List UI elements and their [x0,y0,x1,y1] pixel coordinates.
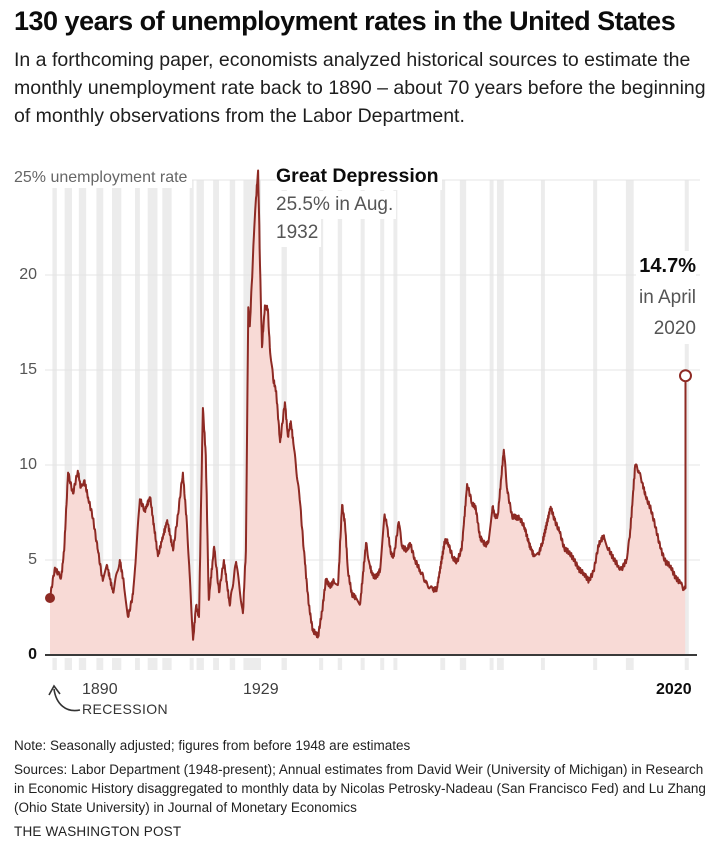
footer-credit: THE WASHINGTON POST [14,824,182,839]
recession-band-tick [52,658,57,670]
recession-band-tick [625,658,634,670]
annotation-great-depression: Great Depression 25.5% in Aug. 1932 [276,162,496,247]
recession-band-tick [78,658,87,670]
recession-band [496,180,504,655]
april-2020-value: 14.7% [636,251,696,282]
page-title: 130 years of unemployment rates in the U… [14,6,676,36]
recession-band-tick [319,658,324,670]
page-subtitle: In a forthcoming paper, economists analy… [14,49,706,127]
recession-band-tick [489,658,494,670]
footer-note: Note: Seasonally adjusted; figures from … [14,738,411,753]
recession-band [684,180,689,655]
recession-band [196,180,204,655]
chart-footer: Note: Seasonally adjusted; figures from … [14,736,712,841]
april-2020-marker [678,369,692,383]
unemployment-chart [45,169,700,712]
recession-band [393,180,398,655]
unemployment-line [49,169,687,641]
recession-band-tick [440,658,446,670]
recession-band [337,180,343,655]
recession-arrow-head [48,684,61,696]
great-depression-year: 1932 [276,219,322,247]
recession-band-tick [393,658,398,670]
recession-arrow [53,688,81,712]
recession-band [189,180,194,655]
recession-band-tick [112,658,122,670]
recession-band [78,180,87,655]
recession-label: RECESSION [82,701,169,717]
recession-band-tick [380,658,385,670]
recession-band [52,180,57,655]
recession-band-tick [64,658,72,670]
y-tick-label-20: 20 [19,266,37,283]
recession-band-tick [360,658,365,670]
x-axis-label-2020: 2020 [656,681,692,698]
recession-band-tick [134,658,140,670]
recession-band [319,180,324,655]
recession-band [380,180,385,655]
recession-band-tick [229,658,236,670]
y-axis-unit-label: 25% unemployment rate [14,168,193,188]
recession-band-tick [540,658,545,670]
april-2020-year: 2020 [650,313,696,344]
recession-band [540,180,545,655]
recession-band [360,180,365,655]
y-tick-label-10: 10 [19,456,37,473]
recession-band [459,180,467,655]
recession-band [96,180,104,655]
annotation-april-2020: 14.7% in April 2020 [500,251,696,344]
y-tick-label-0: 0 [28,646,37,663]
x-axis-label-1929: 1929 [243,681,279,698]
recession-band [489,180,494,655]
april-2020-month: in April [635,282,696,313]
recession-band-tick [147,658,158,670]
footer-sources: Sources: Labor Department (1948-present)… [14,762,706,815]
great-depression-title: Great Depression [276,162,442,190]
recession-band-tick [684,658,689,670]
recession-band-tick [459,658,467,670]
recession-band [134,180,140,655]
recession-band [162,180,172,655]
great-depression-value: 25.5% in Aug. [276,191,397,219]
recession-band [440,180,446,655]
recession-band [213,180,220,655]
recession-band [593,180,598,655]
recession-band-tick [593,658,598,670]
y-tick-label-5: 5 [28,551,37,568]
recession-band-tick [281,658,287,670]
recession-band-tick [189,658,194,670]
recession-band [64,180,72,655]
recession-band [112,180,122,655]
recession-band-tick [243,658,262,670]
recession-band [229,180,236,655]
y-tick-label-15: 15 [19,361,37,378]
x-axis-label-1890: 1890 [82,681,118,698]
recession-band-tick [196,658,204,670]
recession-band-tick [496,658,504,670]
start-marker-1890 [45,593,55,603]
recession-band [625,180,634,655]
recession-band [147,180,158,655]
recession-band-tick [337,658,343,670]
recession-band-tick [213,658,220,670]
recession-band-tick [162,658,172,670]
recession-band-tick [96,658,104,670]
